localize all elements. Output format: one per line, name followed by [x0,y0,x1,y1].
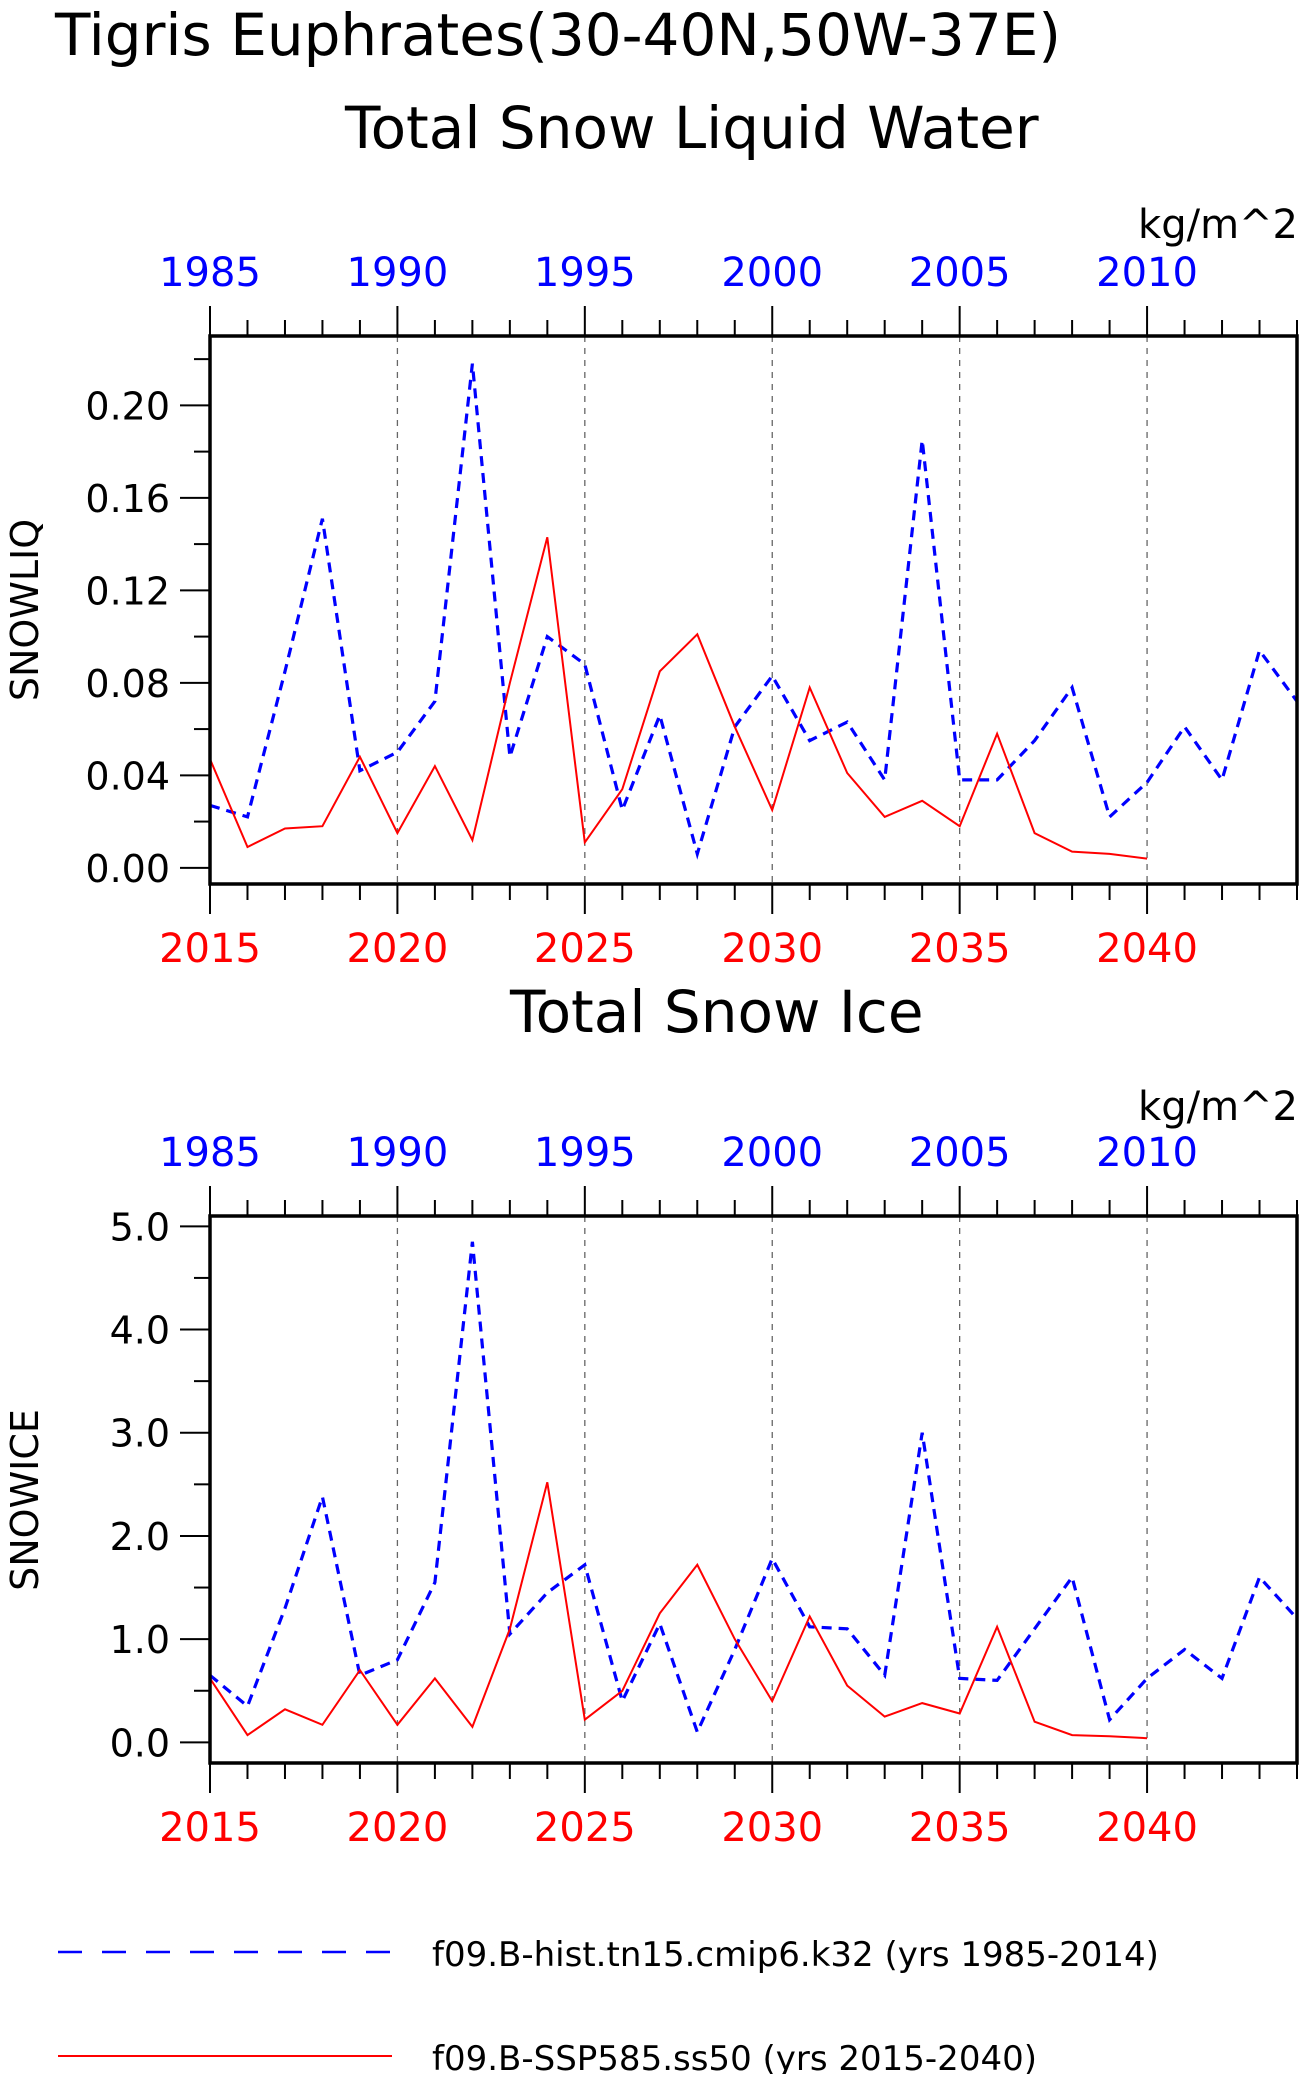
snowliq-y-tick-label: 0.08 [85,662,170,706]
snowice-y-tick-label: 1.0 [110,1618,170,1662]
snowliq-bottom-tick-label: 2020 [347,926,449,972]
snowice-bottom-tick-label: 2040 [1096,1805,1198,1851]
snowice-y-tick-label: 3.0 [110,1412,170,1456]
snowice-bottom-tick-label: 2030 [721,1805,823,1851]
snowice-bottom-tick-label: 2025 [534,1805,636,1851]
snowliq-bottom-tick-label: 2035 [909,926,1011,972]
snowice-bottom-tick-label: 2035 [909,1805,1011,1851]
snowice-plot-frame [208,1214,1299,1765]
snowice-units: kg/m^2 [1138,1084,1298,1130]
snowice-ssp-line [209,1482,1148,1740]
legend-ssp-label: f09.B-SSP585.ss50 (yrs 2015-2040) [432,2039,1037,2074]
snowliq-y-tick-label: 0.04 [85,754,170,798]
snowliq-y-tick-label: 0.12 [85,569,170,613]
snowliq-units: kg/m^2 [1138,202,1298,248]
snowice-panel: Total Snow Ice kg/m^2 SNOWICE 2015 2020 20… [3,978,1299,1851]
snowliq-top-tick-label: 1995 [534,250,636,296]
snowice-top-tick-label: 1990 [347,1130,449,1176]
snowice-top-tick-label: 1995 [534,1130,636,1176]
snowliq-top-tick-label: 2005 [909,250,1011,296]
snowice-bottom-tick-label: 2015 [159,1805,261,1851]
snowliq-y-tick-label: 0.00 [85,847,170,891]
legend: f09.B-hist.tn15.cmip6.k32 (yrs 1985-2014… [58,1935,1159,2074]
snowliq-bottom-tick-label: 2040 [1096,926,1198,972]
snowice-top-tick-label: 2010 [1096,1130,1198,1176]
snowliq-top-tick-label: 2000 [721,250,823,296]
snowice-title: Total Snow Ice [509,978,924,1046]
snowice-y-tick-label: 0.0 [110,1721,170,1765]
legend-hist-label: f09.B-hist.tn15.cmip6.k32 (yrs 1985-2014… [432,1935,1159,1975]
snowliq-bottom-tick-label: 2025 [534,926,636,972]
snowliq-bottom-tick-label: 2030 [721,926,823,972]
snowice-top-tick-label: 2005 [909,1130,1011,1176]
snowliq-top-tick-label: 1985 [159,250,261,296]
snowliq-y-tick-label: 0.16 [85,477,170,521]
snowice-y-tick-label: 4.0 [110,1309,170,1353]
snowliq-panel: Total Snow Liquid Water kg/m^2 SNOWLIQ 2… [3,94,1299,972]
snowliq-bottom-tick-label: 2015 [159,926,261,972]
snowliq-title: Total Snow Liquid Water [344,94,1039,162]
snowice-y-tick-label: 2.0 [110,1515,170,1559]
snowliq-top-tick-label: 2010 [1096,250,1198,296]
snowice-top-tick-label: 1985 [159,1130,261,1176]
snowice-ylabel: SNOWICE [3,1409,47,1591]
figure-title: Tigris Euphrates(30-40N,50W-37E) [54,1,1061,69]
snowliq-ssp-line [209,536,1148,860]
snowliq-y-tick-label: 0.20 [85,384,170,428]
snowliq-ylabel: SNOWLIQ [3,519,47,701]
snowliq-top-tick-label: 1990 [347,250,449,296]
snowliq-plot-frame [208,334,1299,886]
snowice-hist-line [208,1241,1299,1737]
snowice-top-tick-label: 2000 [721,1130,823,1176]
snowice-y-tick-label: 5.0 [110,1205,170,1249]
snowice-bottom-tick-label: 2020 [347,1805,449,1851]
snowliq-hist-line [209,363,1299,860]
